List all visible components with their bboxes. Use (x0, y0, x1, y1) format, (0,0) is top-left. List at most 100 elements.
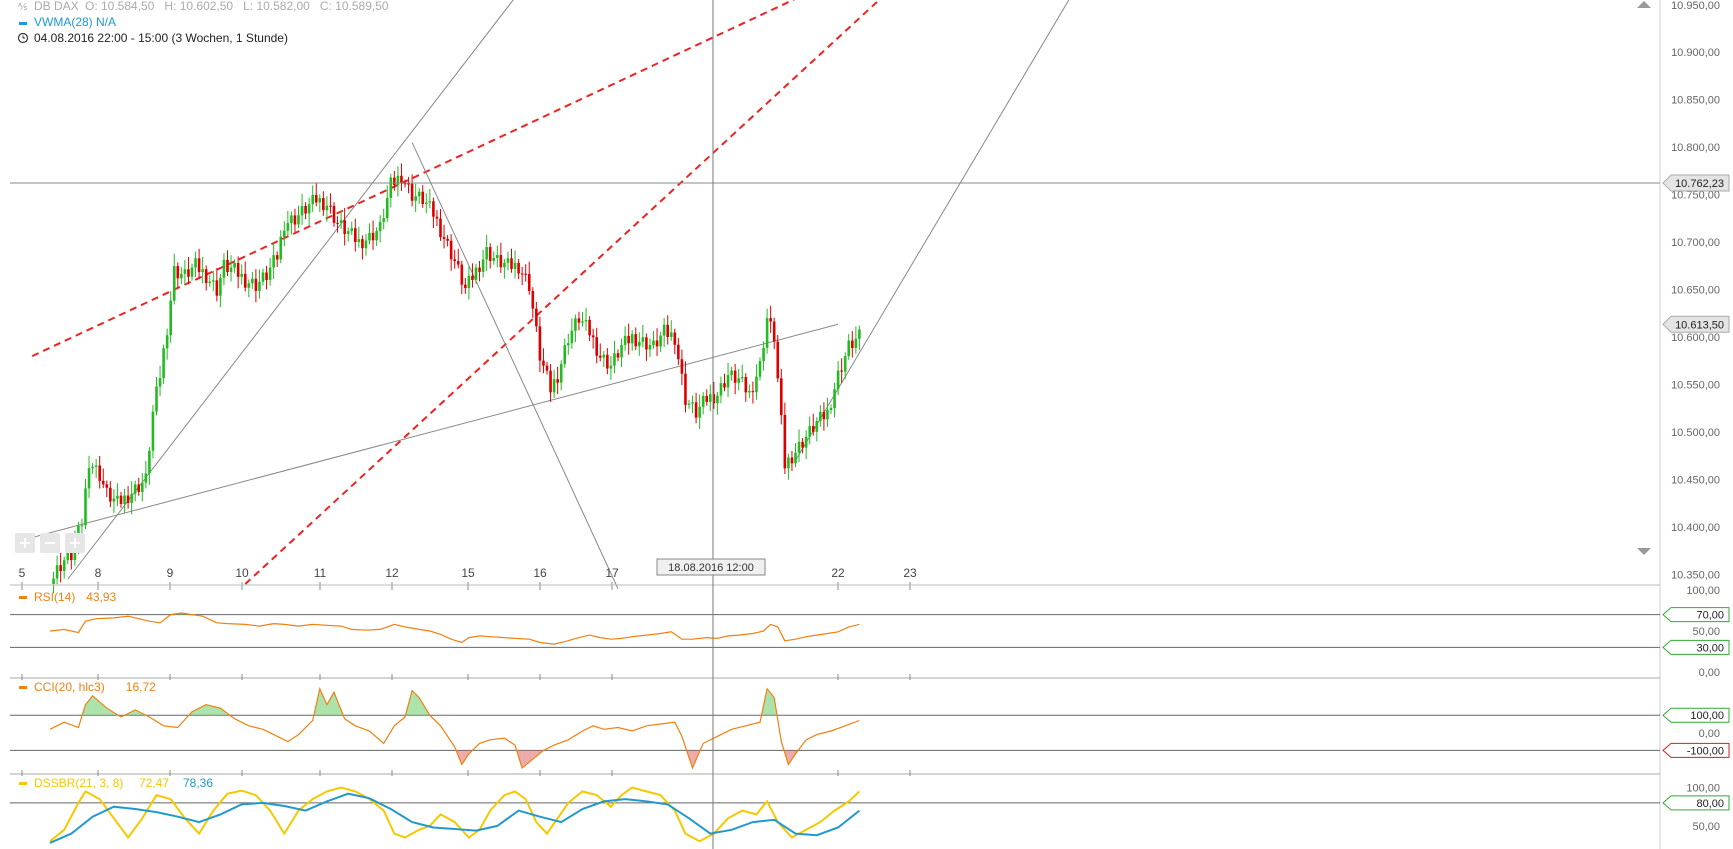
candle-body (357, 239, 361, 243)
candle-body (499, 255, 503, 268)
candle-body (109, 487, 112, 502)
clock-hands (22, 35, 25, 39)
candle-body (549, 370, 552, 393)
candle-body (847, 340, 851, 357)
candle-body (826, 410, 829, 420)
candle-body (325, 205, 329, 211)
x-tick-label: 15 (461, 566, 475, 580)
candle-body (293, 215, 297, 225)
candle-body (485, 247, 488, 260)
candle-body (723, 383, 726, 388)
indicator-value: 16,72 (126, 680, 156, 694)
candle-body (59, 565, 62, 572)
candle-body (84, 488, 87, 526)
candle-body (311, 194, 314, 205)
vwma-legend-value: N/A (96, 15, 116, 29)
candle-body (783, 414, 787, 469)
candle-body (251, 278, 254, 284)
candle-body (123, 495, 126, 504)
candle-body (141, 482, 144, 492)
candle-body (694, 402, 698, 418)
series-line (49, 792, 861, 844)
candle-body (240, 273, 243, 277)
candle-body (808, 425, 811, 437)
y-tick-label: 10.650,00 (1671, 285, 1720, 297)
candle-body (428, 201, 432, 203)
candle-body (354, 228, 357, 243)
candle-body (98, 465, 101, 481)
candle-body (666, 324, 669, 337)
candle-body (52, 578, 55, 584)
candle-body (751, 391, 755, 393)
y-tick-label: 10.900,00 (1671, 47, 1720, 59)
candle-body (659, 335, 662, 347)
candle-body (705, 395, 709, 402)
steep-down-trendline (411, 142, 619, 589)
candle-body (858, 329, 861, 339)
candle-body (165, 335, 169, 349)
candle-body (389, 177, 393, 198)
ohlc-values: O: 10.584,50 H: 10.602,50 L: 10.582,00 C… (85, 0, 389, 13)
candle-body (290, 215, 293, 224)
candle-body (496, 255, 499, 258)
candle-body (300, 205, 304, 216)
candle-body (283, 230, 286, 237)
overbought-fill (319, 688, 327, 716)
candle-body (843, 356, 847, 372)
level-marker-box (1662, 795, 1730, 811)
candle-body (172, 266, 176, 301)
price-panel: 10.950,00 10.900,00 10.850,00 10.800,00 10.7… (10, 0, 1730, 849)
crosshair-label-box (656, 558, 766, 576)
candle-body (432, 201, 435, 217)
candle-body (133, 484, 137, 494)
candle-body (563, 345, 567, 364)
candle-body (780, 378, 783, 415)
vwma-legend-label[interactable]: VWMA(28) (34, 15, 93, 29)
candle-body (222, 259, 226, 278)
candle-body (709, 394, 712, 402)
candle-body (772, 321, 776, 342)
candle-body (116, 495, 119, 499)
candle-body (719, 383, 723, 396)
x-tick-label: 22 (831, 566, 845, 580)
candle-body (854, 338, 858, 348)
indicator-value: 72,47 (139, 776, 169, 790)
candle-body (304, 205, 307, 214)
candle-body (243, 273, 247, 288)
x-tick-label: 17 (605, 566, 619, 580)
candle-body (62, 560, 66, 572)
cci-panel: 100,00 -100,00 0,00 CCI(20, hlc3) 16,72 (10, 680, 1730, 776)
x-tick-label: 11 (314, 566, 327, 580)
candle-body (787, 457, 790, 469)
oversold-fill (522, 750, 533, 768)
overbought-fill (192, 704, 207, 716)
dss-panel: 80,00 100,00 50,00 DSSBR(21, 3, 8) 72,47 78,3… (10, 776, 1730, 844)
x-tick-label: 5 (19, 566, 26, 580)
y-tick-label: 10.550,00 (1671, 380, 1720, 392)
candle-body (492, 257, 496, 261)
y-tick-label: 10.450,00 (1671, 475, 1720, 487)
overbought-fill (92, 695, 107, 716)
candle-body (126, 495, 130, 503)
candle-body (577, 318, 581, 323)
candle-body (804, 436, 808, 448)
candle-body (204, 269, 208, 283)
candle-body (208, 281, 212, 283)
candle-body (503, 262, 506, 268)
candle-body (410, 183, 414, 201)
candle-body (247, 283, 251, 288)
candle-body (581, 321, 584, 323)
candle-body (350, 228, 354, 232)
y-tick-label: 50,00 (1692, 821, 1720, 833)
scroll-up-icon[interactable] (1637, 1, 1651, 8)
candle-body (180, 273, 183, 279)
candle-body (691, 402, 694, 404)
scroll-down-icon[interactable] (1637, 548, 1651, 555)
candle-body (364, 240, 368, 249)
candle-body (542, 360, 545, 366)
candle-body (148, 450, 151, 474)
legend-swatch (19, 782, 27, 785)
candle-body (361, 239, 364, 249)
y-tick-label: 100,00 (1686, 585, 1720, 597)
